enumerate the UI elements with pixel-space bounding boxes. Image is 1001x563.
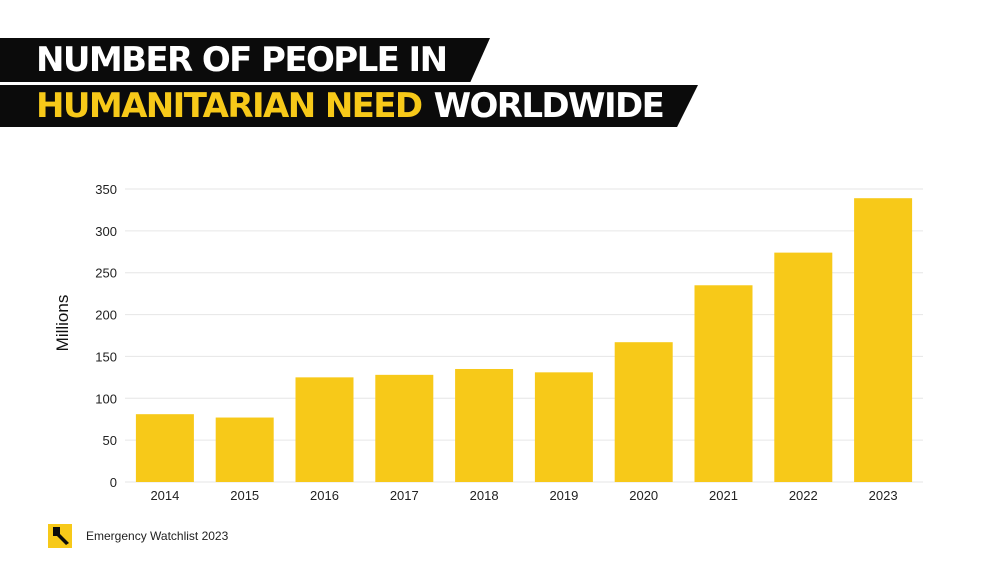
title-highlight: HUMANITARIAN NEED: [36, 86, 423, 126]
y-tick-label: 300: [95, 224, 117, 239]
x-axis-ticks: 2014 2015 2016 2017 2018 2019 2020 2021 2022 2023: [150, 488, 897, 503]
y-axis-label: Millions: [53, 295, 72, 352]
bar-2014: [135, 414, 194, 482]
y-axis-ticks: 0 50 100 150 200 250 300 350: [95, 182, 117, 490]
x-tick-label: 2017: [390, 488, 419, 503]
bar-2021: [694, 285, 753, 482]
y-tick-label: 50: [103, 433, 117, 448]
bar-2017: [375, 374, 434, 482]
bar-2018: [455, 368, 514, 482]
y-tick-label: 250: [95, 266, 117, 281]
x-tick-label: 2022: [789, 488, 818, 503]
y-tick-label: 200: [95, 308, 117, 323]
x-tick-label: 2014: [150, 488, 179, 503]
bar-2015: [215, 417, 274, 482]
x-tick-label: 2015: [230, 488, 259, 503]
irc-logo-icon: [48, 524, 72, 548]
bar-2023: [854, 198, 913, 483]
x-tick-label: 2021: [709, 488, 738, 503]
x-tick-label: 2023: [869, 488, 898, 503]
x-tick-label: 2020: [629, 488, 658, 503]
bar-2020: [614, 342, 673, 482]
title-rest: WORLDWIDE: [433, 86, 665, 126]
footer: Emergency Watchlist 2023: [48, 524, 228, 548]
bar-2019: [534, 372, 593, 482]
y-tick-label: 0: [110, 475, 117, 490]
y-tick-label: 150: [95, 349, 117, 364]
title-banner-line2: HUMANITARIAN NEED WORLDWIDE: [0, 85, 698, 127]
bars: [135, 198, 913, 483]
x-tick-label: 2019: [549, 488, 578, 503]
source-text: Emergency Watchlist 2023: [86, 529, 229, 543]
title-line1: NUMBER OF PEOPLE IN: [36, 40, 448, 80]
x-tick-label: 2016: [310, 488, 339, 503]
y-tick-label: 350: [95, 182, 117, 197]
bar-2022: [774, 252, 833, 482]
title-line2: HUMANITARIAN NEED WORLDWIDE: [36, 85, 665, 127]
y-tick-label: 100: [95, 391, 117, 406]
title-banner-line1: NUMBER OF PEOPLE IN: [0, 38, 490, 82]
x-tick-label: 2018: [470, 488, 499, 503]
bar-2016: [295, 377, 354, 482]
